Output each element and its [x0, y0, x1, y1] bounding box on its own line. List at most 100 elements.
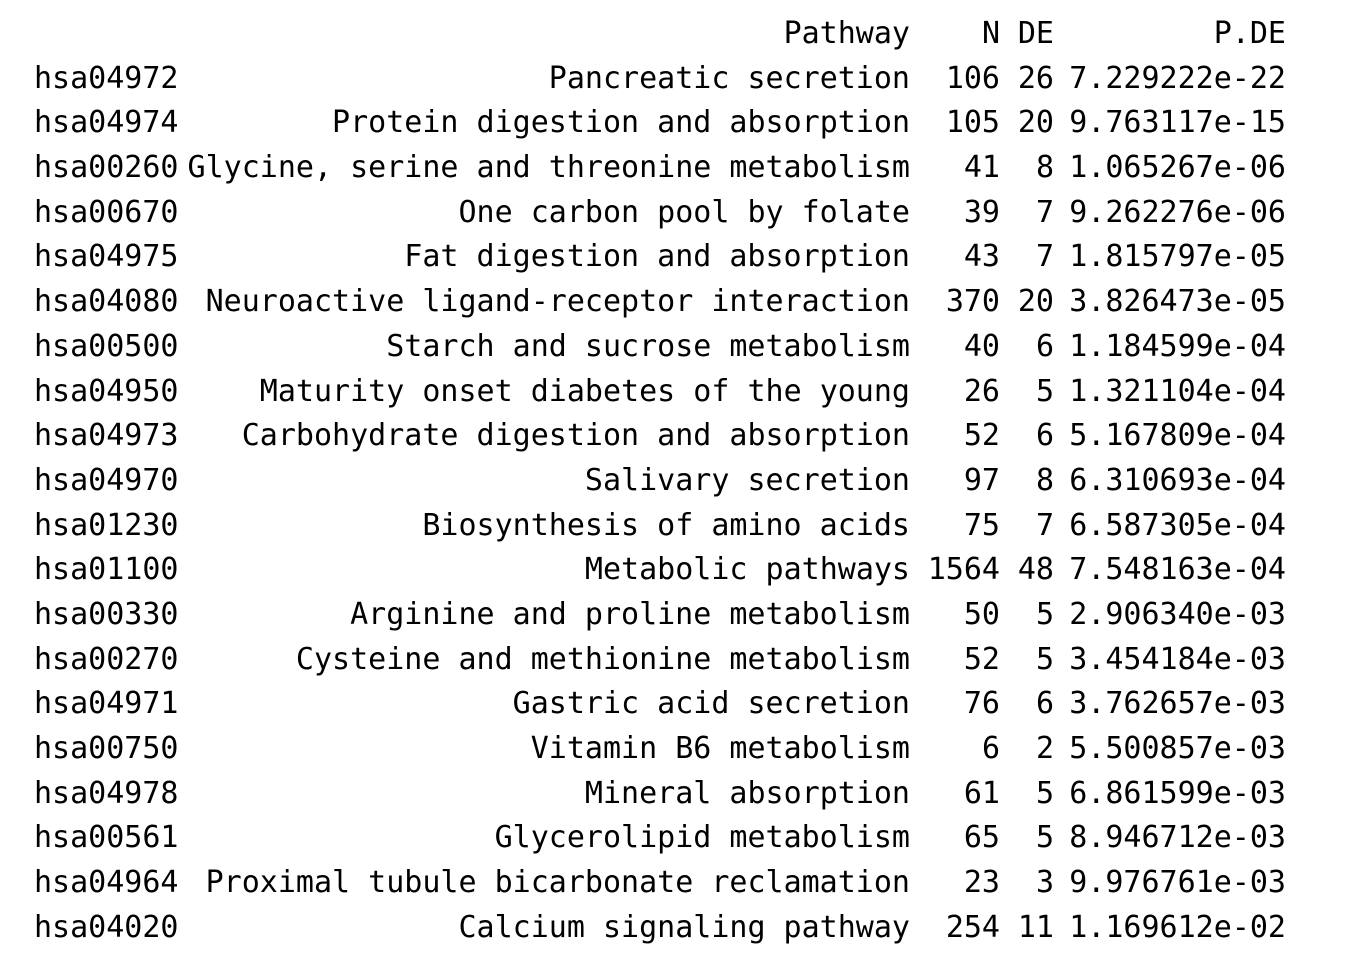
table-row: hsa00500 Starch and sucrose metabolism 40 6… [0, 325, 1356, 370]
row-pathway: Biosynthesis of amino acids [422, 507, 910, 543]
row-de: 5 [1035, 820, 1054, 856]
row-pathway: One carbon pool by folate [458, 194, 910, 230]
row-id: hsa04970 [34, 462, 179, 498]
table-row: hsa00750 Vitamin B6 metabolism 6 2 5.500857e… [0, 727, 1356, 772]
row-id: hsa04973 [34, 418, 179, 454]
row-pathway: Gastric acid secretion [512, 686, 910, 722]
row-id: hsa00670 [34, 194, 179, 230]
row-id: hsa04971 [34, 686, 179, 722]
table-body: hsa04972 Pancreatic secretion 106 26 7.22922… [0, 57, 1356, 951]
row-de: 20 [1017, 105, 1054, 141]
row-de: 5 [1035, 596, 1054, 632]
row-pathway: Glycerolipid metabolism [494, 820, 910, 856]
row-n: 370 [945, 284, 1000, 320]
row-id: hsa04080 [34, 284, 179, 320]
row-de: 7 [1035, 507, 1054, 543]
row-n: 52 [963, 641, 1000, 677]
row-p-de: 5.500857e-03 [1069, 731, 1286, 766]
row-n: 97 [963, 462, 1000, 498]
row-id: hsa00260 [34, 150, 179, 186]
table-row: hsa01230 Biosynthesis of amino acids 75 7 6.… [0, 504, 1356, 549]
row-n: 26 [963, 373, 1000, 409]
row-id: hsa00500 [34, 328, 179, 364]
row-pathway: Carbohydrate digestion and absorption [241, 418, 910, 454]
row-de: 8 [1035, 462, 1054, 498]
row-p-de: 3.454184e-03 [1069, 641, 1286, 677]
row-p-de: 9.262276e-06 [1069, 194, 1286, 230]
table-row: hsa04020 Calcium signaling pathway 254 11 1.… [0, 906, 1356, 951]
row-pathway: Metabolic pathways [584, 552, 910, 588]
row-n: 1564 [927, 552, 1000, 588]
row-pathway: Fat digestion and absorption [404, 239, 910, 275]
row-p-de: 1.815797e-05 [1069, 239, 1286, 275]
table-row: hsa00330 Arginine and proline metabolism 5… [0, 593, 1356, 638]
row-pathway: Mineral absorption [584, 775, 910, 811]
header-de: DE [1017, 16, 1054, 51]
row-p-de: 1.184599e-04 [1069, 328, 1286, 364]
row-id: hsa01230 [34, 507, 179, 543]
row-id: hsa04978 [34, 775, 179, 811]
table-row: hsa00561 Glycerolipid metabolism 65 5 8.9467… [0, 816, 1356, 861]
row-de: 5 [1035, 641, 1054, 677]
row-n: 106 [945, 60, 1000, 96]
table-row: hsa04972 Pancreatic secretion 106 26 7.22922… [0, 57, 1356, 102]
row-id: hsa00750 [34, 731, 179, 766]
row-id: hsa04975 [34, 239, 179, 275]
row-pathway: Calcium signaling pathway [458, 909, 910, 945]
row-pathway: Pancreatic secretion [548, 60, 910, 96]
row-pathway: Maturity onset diabetes of the young [259, 373, 910, 409]
header-n: N [981, 16, 1000, 51]
row-pathway: Proximal tubule bicarbonate reclamation [205, 865, 910, 901]
row-p-de: 1.169612e-02 [1069, 909, 1286, 945]
row-p-de: 7.548163e-04 [1069, 552, 1286, 588]
row-de: 3 [1035, 865, 1054, 901]
row-p-de: 6.310693e-04 [1069, 462, 1286, 498]
row-de: 5 [1035, 373, 1054, 409]
row-n: 76 [963, 686, 1000, 722]
header-pathway: Pathway [783, 16, 910, 51]
row-pathway: Vitamin B6 metabolism [530, 731, 910, 766]
table-row: hsa04975 Fat digestion and absorption 43 7 1… [0, 235, 1356, 280]
table-row: hsa00260 Glycine, serine and threonine me… [0, 146, 1356, 191]
row-pathway: Cysteine and methionine metabolism [295, 641, 910, 677]
row-id: hsa04972 [34, 60, 179, 96]
row-pathway: Salivary secretion [584, 462, 910, 498]
row-de: 2 [1035, 731, 1054, 766]
row-n: 50 [963, 596, 1000, 632]
row-de: 6 [1035, 418, 1054, 454]
row-de: 6 [1035, 686, 1054, 722]
table-row: hsa01100 Metabolic pathways 1564 48 7.548163… [0, 548, 1356, 593]
row-p-de: 9.763117e-15 [1069, 105, 1286, 141]
row-id: hsa00330 [34, 596, 179, 632]
table-row: hsa00670 One carbon pool by folate 39 7 9.26… [0, 191, 1356, 236]
header-p-de: P.DE [1213, 16, 1286, 51]
table-row: hsa04974 Protein digestion and absorption… [0, 101, 1356, 146]
row-n: 254 [945, 909, 1000, 945]
row-p-de: 3.762657e-03 [1069, 686, 1286, 722]
row-id: hsa00270 [34, 641, 179, 677]
row-pathway: Starch and sucrose metabolism [386, 328, 910, 364]
row-n: 39 [963, 194, 1000, 230]
table-row: hsa00270 Cysteine and methionine metaboli… [0, 638, 1356, 683]
row-p-de: 3.826473e-05 [1069, 284, 1286, 320]
row-n: 6 [981, 731, 1000, 766]
row-de: 20 [1017, 284, 1054, 320]
row-de: 5 [1035, 775, 1054, 811]
row-id: hsa00561 [34, 820, 179, 856]
row-de: 7 [1035, 194, 1054, 230]
table-row: hsa04950 Maturity onset diabetes of the y… [0, 370, 1356, 415]
row-p-de: 9.976761e-03 [1069, 865, 1286, 901]
table-row: hsa04080 Neuroactive ligand-receptor inte… [0, 280, 1356, 325]
row-de: 8 [1035, 150, 1054, 186]
row-n: 61 [963, 775, 1000, 811]
console-output: Pathway N DE P.DE hsa04972 Pancreatic sec… [0, 12, 1356, 950]
row-pathway: Protein digestion and absorption [332, 105, 910, 141]
row-p-de: 6.587305e-04 [1069, 507, 1286, 543]
row-pathway: Neuroactive ligand-receptor interaction [205, 284, 910, 320]
row-pathway: Arginine and proline metabolism [350, 596, 910, 632]
row-de: 7 [1035, 239, 1054, 275]
row-id: hsa04020 [34, 909, 179, 945]
row-de: 26 [1017, 60, 1054, 96]
table-header-row: Pathway N DE P.DE [0, 12, 1356, 57]
row-p-de: 7.229222e-22 [1069, 60, 1286, 96]
